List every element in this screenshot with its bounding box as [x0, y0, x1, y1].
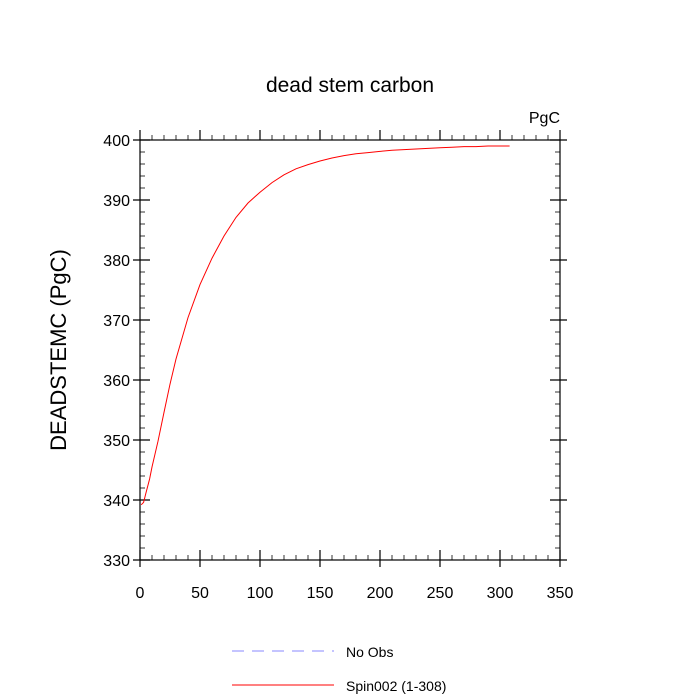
axis-ticks [133, 130, 567, 567]
x-tick-label: 300 [487, 585, 514, 602]
y-tick-label: 330 [103, 553, 130, 570]
y-axis-label: DEADSTEMC (PgC) [46, 249, 71, 451]
y-tick-label: 390 [103, 193, 130, 210]
x-tick-label: 50 [191, 585, 209, 602]
legend-label-no-obs: No Obs [346, 644, 393, 660]
legend-label-spin002: Spin002 (1-308) [346, 678, 446, 694]
x-tick-label: 200 [367, 585, 394, 602]
y-tick-label: 380 [103, 253, 130, 270]
y-tick-label: 360 [103, 373, 130, 390]
y-tick-labels: 330 340 350 360 370 380 390 400 [103, 133, 130, 570]
legend: No Obs Spin002 (1-308) [232, 644, 446, 694]
x-tick-label: 0 [136, 585, 145, 602]
units-label: PgC [529, 110, 560, 127]
plot-frame [139, 139, 561, 561]
x-tick-label: 150 [307, 585, 334, 602]
y-tick-label: 350 [103, 433, 130, 450]
x-tick-label: 350 [547, 585, 574, 602]
x-tick-label: 100 [247, 585, 274, 602]
y-tick-label: 370 [103, 313, 130, 330]
x-tick-label: 250 [427, 585, 454, 602]
chart-title: dead stem carbon [266, 74, 434, 97]
x-tick-labels: 0 50 100 150 200 250 300 350 [136, 585, 574, 602]
series-line-1 [140, 145, 510, 506]
y-tick-label: 340 [103, 493, 130, 510]
y-tick-label: 400 [103, 133, 130, 150]
series-lines [140, 145, 510, 506]
